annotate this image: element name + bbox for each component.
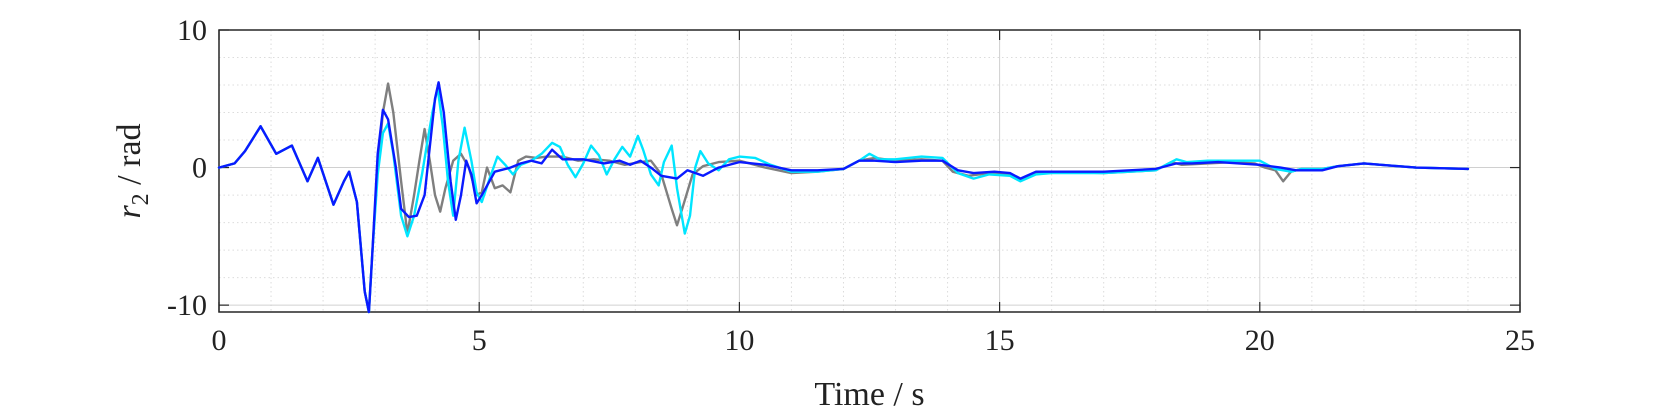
y-tick-label: -10 <box>167 289 207 322</box>
series-line-2 <box>217 86 1470 314</box>
x-tick-label: 25 <box>1505 324 1535 357</box>
y-axis-unit: / rad <box>111 123 148 193</box>
y-axis-symbol: r <box>111 205 148 219</box>
y-tick-label: 0 <box>192 152 207 185</box>
x-tick-label: 0 <box>212 324 227 357</box>
x-tick-label: 5 <box>472 324 487 357</box>
y-tick-label: 10 <box>177 14 207 47</box>
y-axis-label: r2 / rad <box>111 123 154 218</box>
series-lines <box>217 81 1470 314</box>
x-tick-label: 10 <box>724 324 754 357</box>
series-line-3 <box>217 81 1470 314</box>
x-tick-label: 15 <box>985 324 1015 357</box>
x-axis-label: Time / s <box>814 376 924 413</box>
x-tick-label: 20 <box>1245 324 1275 357</box>
y-axis-subscript: 2 <box>128 193 154 205</box>
plot-area <box>218 29 1521 313</box>
